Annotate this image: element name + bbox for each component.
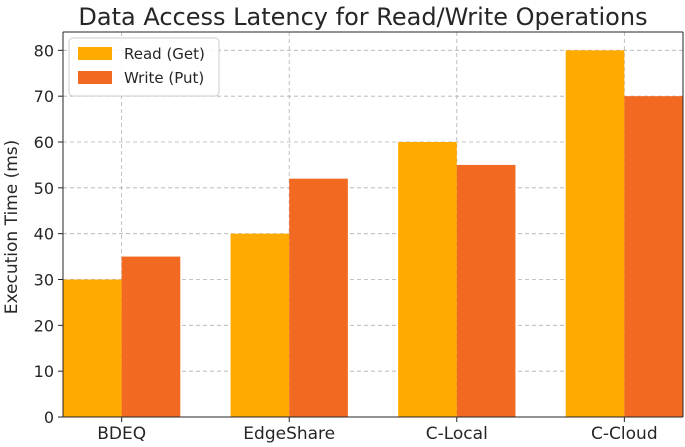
bar-write-put-bdeq bbox=[121, 256, 181, 417]
y-tick-label-1: 10 bbox=[34, 362, 54, 381]
y-tick-label-0: 0 bbox=[44, 408, 54, 427]
bar-read-get-bdeq bbox=[63, 279, 122, 417]
bar-write-put-c-cloud bbox=[624, 96, 683, 418]
bar-write-put-edgeshare bbox=[289, 178, 348, 417]
x-tick-label-1: EdgeShare bbox=[243, 424, 335, 443]
x-tick-label-0: BDEQ bbox=[97, 424, 146, 443]
y-tick-label-4: 40 bbox=[34, 225, 54, 244]
axes bbox=[58, 31, 684, 422]
bars bbox=[63, 50, 683, 418]
y-axis-label: Execution Time (ms) bbox=[2, 140, 22, 315]
legend-label-write-put: Write (Put) bbox=[124, 69, 204, 87]
chart-title: Data Access Latency for Read/Write Opera… bbox=[78, 3, 647, 31]
tick-labels: 0 10 20 30 40 50 60 70 80 BDEQ EdgeShare C-Local C-C… bbox=[34, 41, 658, 444]
bar-read-get-c-local bbox=[398, 142, 457, 417]
bar-read-get-edgeshare bbox=[230, 233, 290, 417]
x-tick-label-3: C-Cloud bbox=[591, 424, 658, 443]
y-tick-label-2: 20 bbox=[34, 316, 54, 335]
bar-read-get-c-cloud bbox=[565, 50, 625, 417]
y-tick-label-8: 80 bbox=[34, 41, 54, 60]
y-tick-label-3: 30 bbox=[34, 271, 54, 290]
legend-swatch-write-put bbox=[78, 71, 112, 84]
bar-write-put-c-local bbox=[456, 164, 516, 417]
legend-swatch-read-get bbox=[78, 47, 112, 60]
y-tick-label-5: 50 bbox=[34, 179, 54, 198]
legend: Read (Get) Write (Put) bbox=[68, 37, 220, 97]
x-tick-label-2: C-Local bbox=[426, 424, 488, 443]
y-tick-label-6: 60 bbox=[34, 133, 54, 152]
y-tick-label-7: 70 bbox=[34, 87, 54, 106]
legend-label-read-get: Read (Get) bbox=[124, 45, 205, 63]
